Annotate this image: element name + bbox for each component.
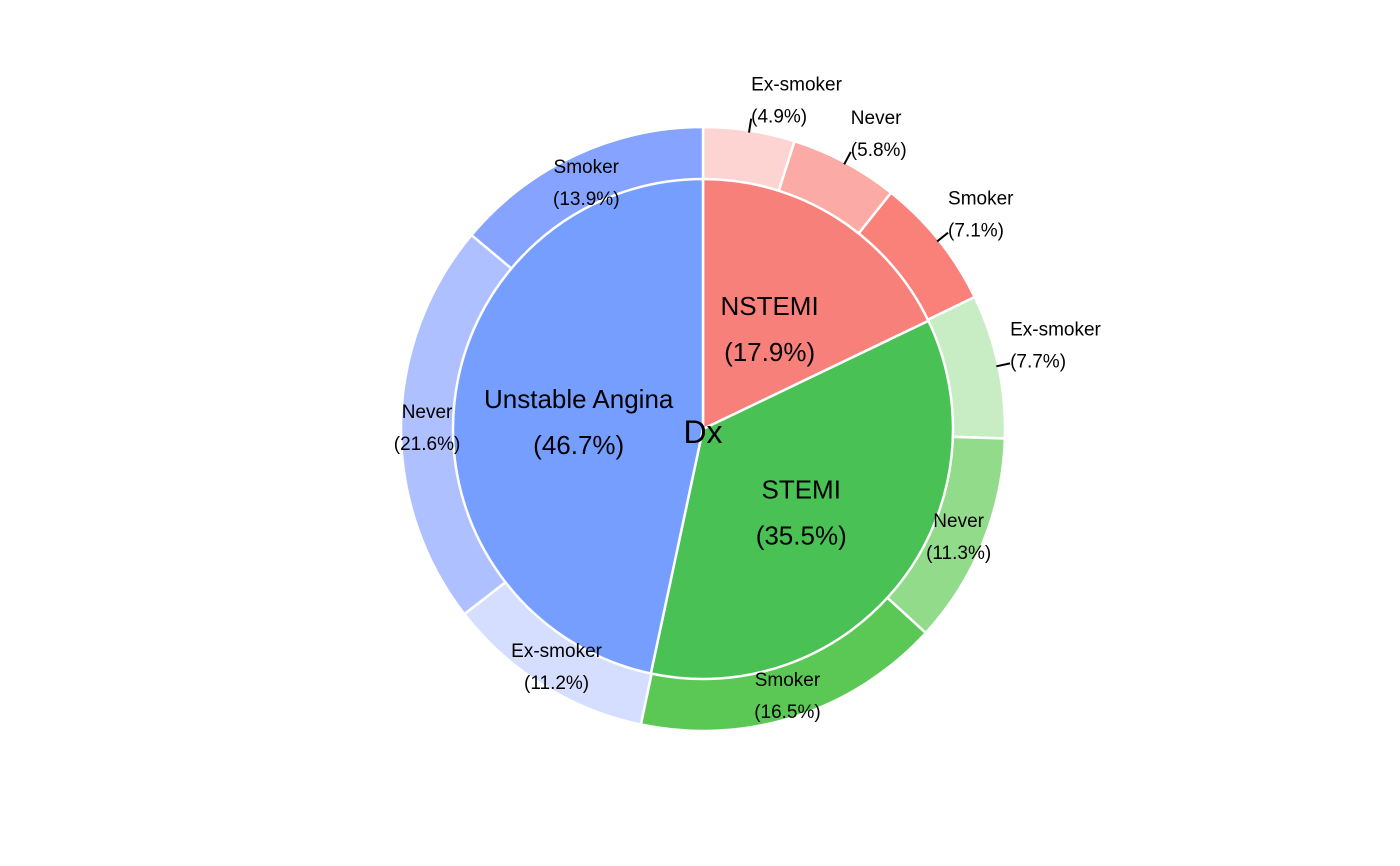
inner-value-stemi: (35.5%) — [756, 520, 847, 550]
outer-value-stemi-ex-smoker: (7.7%) — [1010, 351, 1066, 372]
inner-pie — [451, 177, 955, 681]
inner-slice-nstemi — [701, 177, 931, 431]
leader-nstemi-smoker — [936, 231, 949, 243]
center-label: Dx — [683, 414, 722, 450]
outer-value-unstable-angina-never: (21.6%) — [394, 434, 461, 455]
outer-label-stemi-smoker: Smoker — [755, 670, 821, 691]
outer-value-unstable-angina-smoker: (13.9%) — [553, 189, 620, 210]
outer-label-unstable-angina-smoker: Smoker — [554, 157, 620, 178]
leader-nstemi-ex-smoker — [748, 118, 753, 133]
leader-lines — [748, 118, 1011, 368]
outer-value-nstemi-ex-smoker: (4.9%) — [751, 107, 807, 128]
inner-label-unstable-angina: Unstable Angina — [484, 384, 674, 414]
inner-value-nstemi: (17.9%) — [724, 337, 815, 367]
leader-stemi-ex-smoker — [996, 362, 1011, 368]
inner-slice-unstable-angina — [451, 177, 705, 675]
outer-label-unstable-angina-never: Never — [402, 402, 453, 423]
outer-label-nstemi-never: Never — [851, 108, 902, 129]
outer-label-stemi-never: Never — [933, 511, 984, 532]
outer-value-stemi-smoker: (16.5%) — [754, 702, 821, 723]
outer-label-stemi-ex-smoker: Ex-smoker — [1010, 319, 1101, 340]
outer-value-nstemi-smoker: (7.1%) — [948, 221, 1004, 242]
outer-value-nstemi-never: (5.8%) — [851, 140, 907, 161]
leader-nstemi-never — [843, 151, 852, 165]
outer-label-unstable-angina-ex-smoker: Ex-smoker — [511, 641, 602, 662]
inner-slice-stemi — [649, 319, 955, 681]
inner-value-unstable-angina: (46.7%) — [533, 430, 624, 460]
inner-labels: NSTEMI (17.9%) STEMI (35.5%) Unstable Angina… — [484, 291, 847, 550]
inner-label-stemi: STEMI — [761, 474, 840, 504]
outer-label-nstemi-ex-smoker: Ex-smoker — [751, 75, 842, 96]
outer-value-unstable-angina-ex-smoker: (11.2%) — [524, 673, 589, 694]
outer-labels: Ex-smoker (4.9%) Never (5.8%) Smoker (7.1%) Ex… — [394, 75, 1102, 723]
outer-label-nstemi-smoker: Smoker — [948, 189, 1014, 210]
inner-label-nstemi: NSTEMI — [720, 291, 818, 321]
outer-value-stemi-never: (11.3%) — [926, 543, 991, 564]
